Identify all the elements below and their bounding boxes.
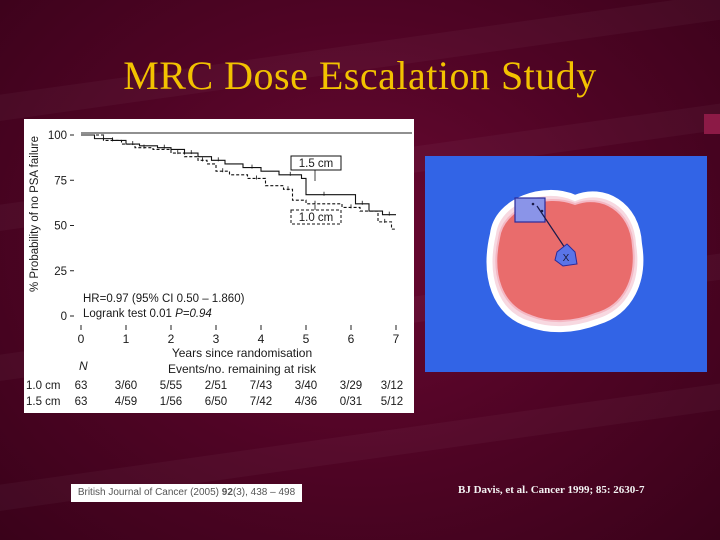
x-tick-label: 6: [348, 332, 355, 346]
km-chart: % Probability of no PSA failure 10075502…: [26, 130, 412, 408]
risk-cell: 4/36: [295, 396, 317, 408]
logrank-annotation: Logrank test 0.01 P=0.94: [83, 308, 212, 320]
risk-cell: 3/29: [340, 380, 362, 392]
y-tick-label: 25: [54, 266, 67, 278]
risk-table-caption: Events/no. remaining at risk: [168, 362, 317, 376]
risk-row-label: 1.0 cm: [26, 380, 61, 392]
legend-box: [290, 209, 342, 225]
risk-cell: 5/12: [381, 396, 403, 408]
risk-cell: 3/12: [381, 380, 403, 392]
slide-title: MRC Dose Escalation Study: [123, 53, 597, 98]
risk-cell-n: 63: [75, 396, 88, 408]
risk-cell: 7/43: [250, 380, 272, 392]
x-tick-label: 5: [303, 332, 310, 346]
legend-label: 1.0 cm: [299, 212, 334, 224]
risk-cell: 3/40: [295, 380, 317, 392]
risk-cell: 3/60: [115, 380, 137, 392]
risk-cell: 2/51: [205, 380, 227, 392]
y-tick-label: 50: [54, 221, 67, 233]
y-tick-label: 100: [48, 130, 67, 142]
risk-cell: 7/42: [250, 396, 272, 408]
x-tick-label: 7: [393, 332, 400, 346]
risk-cell: 5/55: [160, 380, 182, 392]
corner-decoration: [704, 114, 720, 134]
x-tick-label: 3: [213, 332, 220, 346]
risk-cell: 6/50: [205, 396, 227, 408]
citation-davis: BJ Davis, et al. Cancer 1999; 85: 2630-7: [458, 484, 645, 496]
x-tick-label: 0: [78, 332, 85, 346]
target-box: [514, 197, 546, 223]
marker-dot: [540, 209, 544, 213]
risk-table-n-label: N: [79, 359, 88, 373]
marker-label: X: [563, 253, 570, 264]
legend-label: 1.5 cm: [299, 158, 334, 170]
km-chart-panel: % Probability of no PSA failure 100 75 50 2…: [24, 119, 414, 413]
risk-cell-n: 63: [75, 380, 88, 392]
pointer-line: [536, 205, 566, 249]
risk-cell: 1/56: [160, 396, 182, 408]
marker-dot: [531, 202, 535, 206]
km-curve-1-0-cm: [81, 134, 396, 230]
citation-journal: British Journal of Cancer (2005) 92(3), …: [71, 484, 302, 502]
km-curve-1-5-cm: [81, 134, 396, 216]
x-tick-label: 4: [258, 332, 265, 346]
legend-box: [290, 155, 342, 171]
risk-row-label: 1.5 cm: [26, 396, 61, 408]
urethra-marker: [554, 243, 578, 267]
prostate-outline-svg: X: [486, 189, 644, 333]
risk-cell: 4/59: [115, 396, 137, 408]
prostate-ct-image: X: [425, 156, 707, 372]
x-axis-label: Years since randomisation: [172, 346, 312, 360]
y-tick-label: 75: [54, 175, 67, 187]
risk-cell: 0/31: [340, 396, 362, 408]
y-axis-label: % Probability of no PSA failure: [29, 136, 41, 292]
x-tick-label: 2: [168, 332, 175, 346]
hr-annotation: HR=0.97 (95% CI 0.50 – 1.860): [83, 293, 245, 305]
y-tick-label: 0: [61, 311, 67, 323]
x-tick-label: 1: [123, 332, 130, 346]
